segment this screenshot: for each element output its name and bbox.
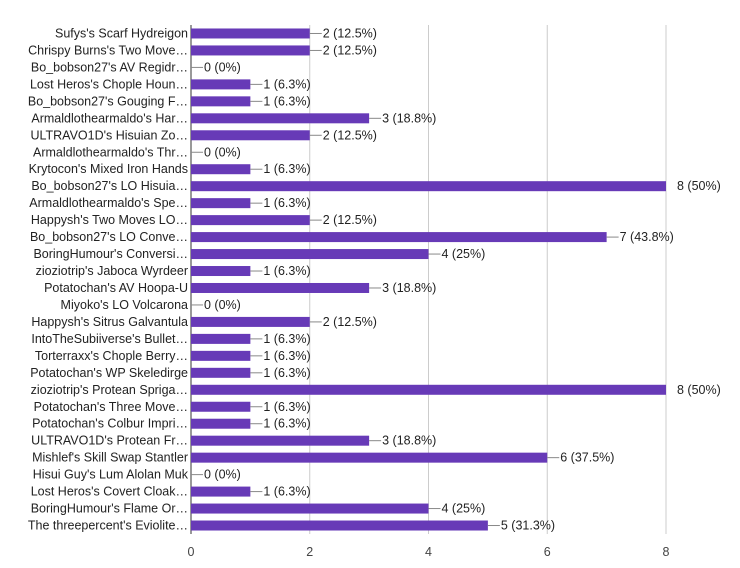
- x-tick-label: 4: [425, 545, 432, 559]
- category-label: IntoTheSubiiverse's Bullet…: [31, 332, 188, 346]
- data-label: 2 (12.5%): [323, 26, 377, 40]
- category-label: Sufys's Scarf Hydreigon: [55, 26, 188, 40]
- x-tick-label: 0: [188, 545, 195, 559]
- bar: [191, 113, 370, 124]
- data-label: 2 (12.5%): [323, 43, 377, 57]
- category-label: ULTRAVO1D's Hisuian Zo…: [30, 128, 188, 142]
- category-label: Lost Heros's Covert Cloak…: [31, 485, 188, 499]
- data-label: 0 (0%): [204, 468, 241, 482]
- data-label: 0 (0%): [204, 60, 241, 74]
- category-label: Armaldlothearmaldo's Har…: [31, 111, 188, 125]
- category-label: Torterraxx's Chople Berry…: [35, 349, 188, 363]
- data-label: 5 (31.3%): [501, 519, 555, 533]
- category-label: ULTRAVO1D's Protean Fr…: [31, 434, 188, 448]
- data-label: 6 (37.5%): [560, 451, 614, 465]
- gridlines: [190, 25, 667, 534]
- category-label: Potatochan's Colbur Impri…: [32, 417, 188, 431]
- category-label: Armaldlothearmaldo's Spe…: [29, 196, 188, 210]
- bar: [191, 367, 251, 378]
- x-tick-label: 8: [663, 545, 670, 559]
- bar: [191, 96, 251, 107]
- bar: [191, 164, 251, 175]
- category-label: Mishlef's Skill Swap Stantler: [32, 451, 188, 465]
- data-label: 7 (43.8%): [620, 230, 674, 244]
- data-label: 1 (6.3%): [263, 162, 310, 176]
- category-label: BoringHumour's Conversi…: [33, 247, 188, 261]
- category-label: Armaldlothearmaldo's Thr…: [33, 145, 188, 159]
- bar: [191, 384, 666, 395]
- bar: [191, 79, 251, 90]
- category-label: Miyoko's LO Volcarona: [61, 298, 188, 312]
- data-label: 2 (12.5%): [323, 128, 377, 142]
- bar: [191, 452, 548, 463]
- bar: [191, 266, 251, 277]
- data-label: 3 (18.8%): [382, 111, 436, 125]
- data-label: 1 (6.3%): [263, 349, 310, 363]
- category-label: Lost Heros's Chople Houn…: [30, 77, 188, 91]
- x-tick-label: 6: [544, 545, 551, 559]
- data-label: 1 (6.3%): [263, 332, 310, 346]
- data-label: 1 (6.3%): [263, 400, 310, 414]
- bar: [191, 28, 310, 39]
- data-label: 0 (0%): [204, 145, 241, 159]
- category-label: Happysh's Sitrus Galvantula: [31, 315, 188, 329]
- category-label: Happysh's Two Moves LO…: [31, 213, 188, 227]
- bar: [191, 282, 370, 293]
- data-label: 8 (50%): [677, 179, 721, 193]
- data-labels: 2 (12.5%) 2 (12.5%) 0 (0%) 1 (6.3%) 1 (6.3%)…: [191, 26, 721, 533]
- bar: [191, 503, 429, 514]
- x-axis-ticks: 0 2 4 6 8: [188, 545, 670, 559]
- bar: [191, 232, 607, 243]
- data-label: 1 (6.3%): [263, 366, 310, 380]
- data-label: 3 (18.8%): [382, 281, 436, 295]
- bar: [191, 486, 251, 497]
- bar: [191, 45, 310, 56]
- data-label: 1 (6.3%): [263, 485, 310, 499]
- category-label: Bo_bobson27's AV Regidr…: [31, 60, 188, 74]
- data-label: 2 (12.5%): [323, 315, 377, 329]
- category-label: Bo_bobson27's Gouging F…: [28, 94, 188, 108]
- data-label: 1 (6.3%): [263, 417, 310, 431]
- bar: [191, 520, 488, 531]
- category-label: Potatochan's Three Move…: [34, 400, 188, 414]
- bar: [191, 401, 251, 412]
- category-label: zioziotrip's Protean Spriga…: [31, 383, 188, 397]
- data-label: 1 (6.3%): [263, 77, 310, 91]
- bar: [191, 333, 251, 344]
- category-label: zioziotrip's Jaboca Wyrdeer: [36, 264, 188, 278]
- category-label: Potatochan's AV Hoopa-U: [44, 281, 188, 295]
- bar: [191, 215, 310, 226]
- bar: [191, 316, 310, 327]
- category-label: BoringHumour's Flame Or…: [31, 502, 188, 516]
- bar: [191, 418, 251, 429]
- category-labels: Sufys's Scarf Hydreigon Chrispy Burns's T…: [28, 26, 189, 532]
- bar: [191, 130, 310, 141]
- category-label: Chrispy Burns's Two Move…: [28, 43, 188, 57]
- data-label: 4 (25%): [442, 502, 486, 516]
- data-label: 2 (12.5%): [323, 213, 377, 227]
- category-label: Hisui Guy's Lum Alolan Muk: [33, 468, 189, 482]
- category-label: The threepercent's Eviolite…: [28, 519, 188, 533]
- bar: [191, 181, 666, 192]
- bar: [191, 249, 429, 260]
- data-label: 1 (6.3%): [263, 264, 310, 278]
- data-label: 8 (50%): [677, 383, 721, 397]
- data-label: 1 (6.3%): [263, 196, 310, 210]
- category-label: Bo_bobson27's LO Hisuia…: [31, 179, 188, 193]
- bar: [191, 435, 370, 446]
- x-tick-label: 2: [306, 545, 313, 559]
- bar: [191, 350, 251, 361]
- bar: [191, 198, 251, 209]
- data-label: 1 (6.3%): [263, 94, 310, 108]
- data-label: 4 (25%): [442, 247, 486, 261]
- data-label: 3 (18.8%): [382, 434, 436, 448]
- category-label: Bo_bobson27's LO Conve…: [30, 230, 188, 244]
- category-label: Krytocon's Mixed Iron Hands: [29, 162, 188, 176]
- bars: [191, 28, 666, 531]
- data-label: 0 (0%): [204, 298, 241, 312]
- category-label: Potatochan's WP Skeledirge: [30, 366, 188, 380]
